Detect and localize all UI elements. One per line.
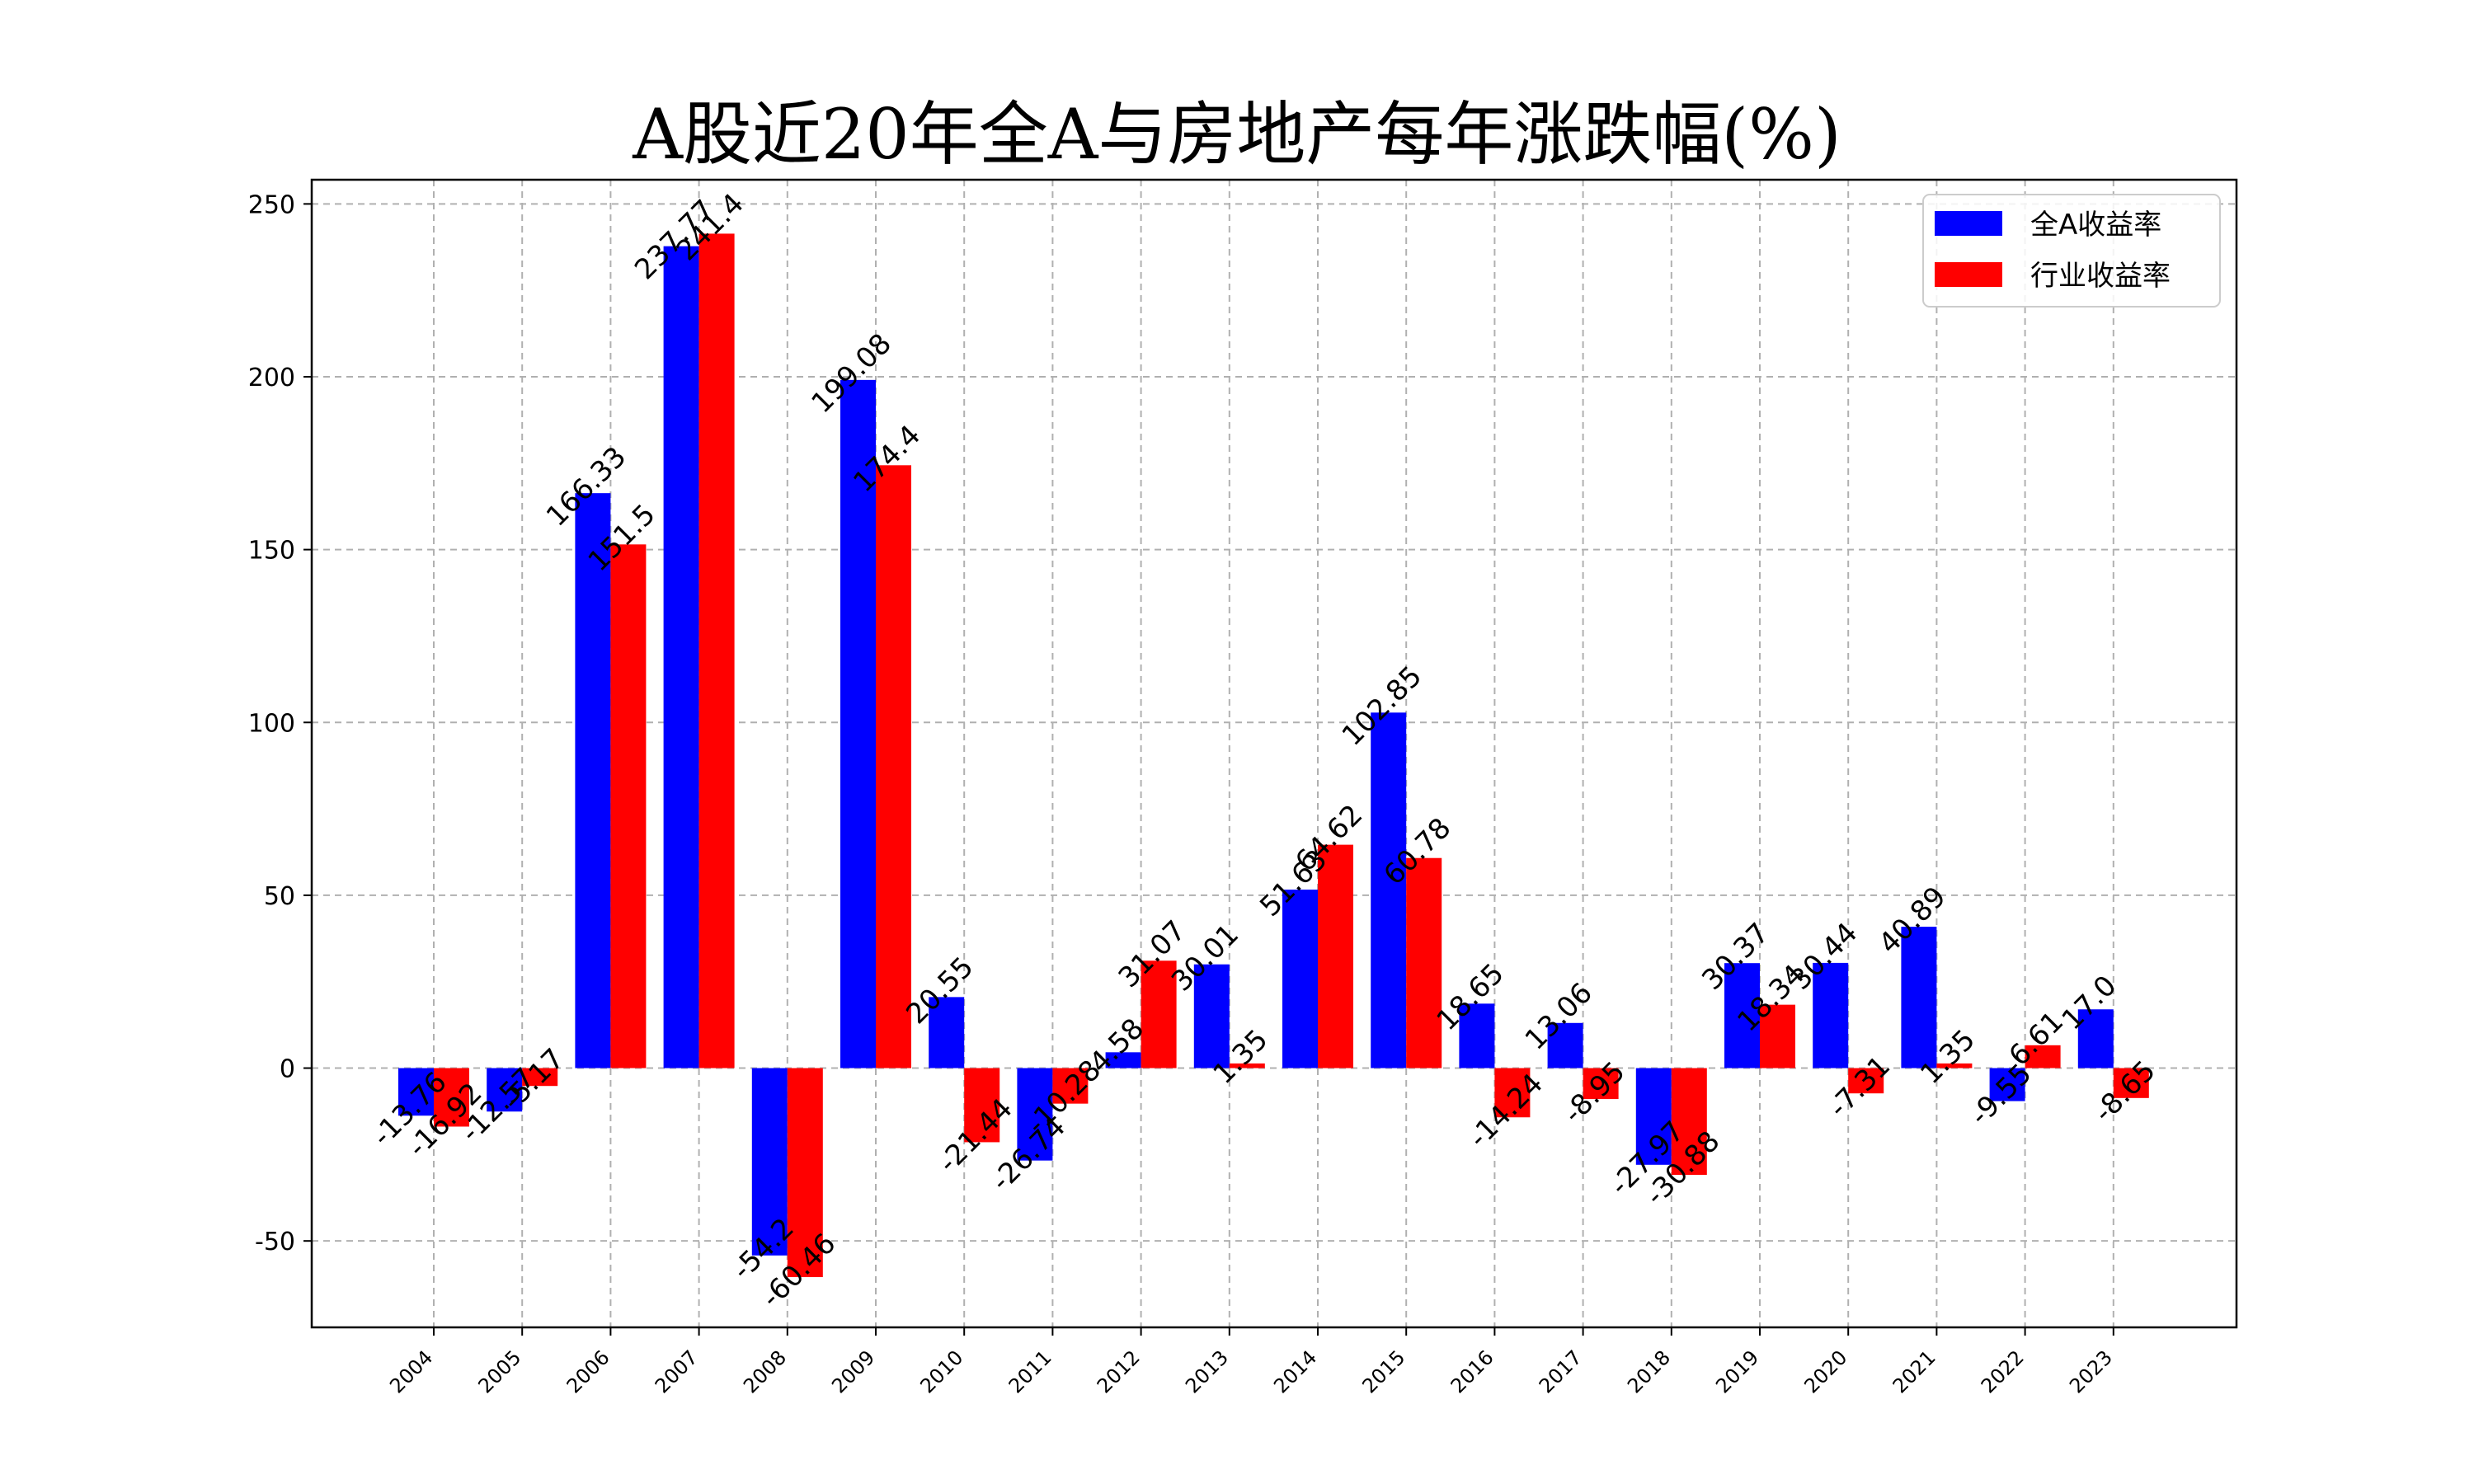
bar-series-1	[1459, 1003, 1495, 1068]
x-tick-label: 2004	[385, 1345, 437, 1397]
x-tick-label: 2010	[915, 1345, 967, 1397]
y-tick-label: 200	[248, 364, 295, 392]
x-tick-label: 2011	[1004, 1345, 1056, 1397]
bar-series-1	[1724, 963, 1760, 1068]
grid	[312, 180, 2236, 1327]
x-tick-label: 2023	[2065, 1345, 2117, 1397]
x-tick-label: 2018	[1623, 1345, 1675, 1397]
x-tick-label: 2006	[562, 1345, 614, 1397]
x-tick-label: 2019	[1711, 1345, 1763, 1397]
bar-series-2	[1760, 1004, 1795, 1068]
legend-swatch-series-1	[1935, 211, 2002, 236]
bar-series-2	[522, 1068, 558, 1087]
x-tick-label: 2014	[1269, 1345, 1321, 1397]
x-tick-label: 2013	[1181, 1345, 1233, 1397]
bar-series-2	[698, 233, 735, 1068]
legend: 全A收益率 行业收益率	[1922, 194, 2221, 308]
bar-series-2	[610, 544, 647, 1068]
bar-series-2	[2113, 1068, 2149, 1098]
bar-series-1	[663, 246, 699, 1068]
bar-series-2	[964, 1068, 1000, 1143]
bar-series-2	[787, 1068, 823, 1278]
bar-series-1	[1105, 1052, 1141, 1068]
x-tick-label: 2007	[651, 1345, 703, 1397]
y-tick-label: 50	[264, 882, 295, 911]
bar-series-2	[1936, 1063, 1973, 1068]
bar-series-1	[929, 997, 965, 1068]
bar-series-1	[1813, 962, 1849, 1068]
x-tick-label: 2017	[1535, 1345, 1587, 1397]
y-tick-label: 0	[280, 1055, 295, 1084]
bar-series-1	[1635, 1068, 1672, 1165]
bar-series-2	[1229, 1063, 1265, 1068]
bar-series-1	[1017, 1068, 1053, 1161]
bar-series-2	[1583, 1068, 1619, 1100]
bar-series-1	[398, 1068, 434, 1116]
legend-label-series-2: 行业收益率	[2030, 260, 2171, 293]
x-tick-label: 2008	[739, 1345, 791, 1397]
legend-label-series-1: 全A收益率	[2030, 209, 2161, 242]
bar-series-2	[1318, 844, 1353, 1068]
x-tick-label: 2005	[473, 1345, 525, 1397]
bar-series-1	[1371, 712, 1407, 1068]
x-tick-label: 2022	[1977, 1345, 2029, 1397]
plot-frame	[310, 178, 2238, 1329]
bar-series-1	[575, 493, 611, 1068]
bar-series-1	[487, 1068, 523, 1112]
x-axis: 2004 2005 2006 2007 2008 2009 2010 2011 2012 2013…	[385, 1327, 2117, 1397]
y-tick-label: 250	[248, 190, 295, 219]
bar-series-1	[1901, 927, 1937, 1068]
y-axis: -50 0 50 100 150 200 250	[248, 190, 312, 1256]
bar-series-1	[1282, 890, 1318, 1068]
bar-series-1	[1547, 1022, 1583, 1068]
bar-series-1	[2077, 1009, 2114, 1068]
y-tick-label: -50	[255, 1228, 295, 1256]
bars	[398, 233, 2149, 1278]
bar-series-1	[840, 379, 876, 1068]
bar-series-1	[1989, 1068, 2025, 1101]
x-tick-label: 2020	[1799, 1345, 1851, 1397]
x-tick-label: 2012	[1093, 1345, 1145, 1397]
bar-series-2	[1848, 1068, 1884, 1094]
y-tick-label: 150	[248, 537, 295, 566]
bar-series-1	[751, 1068, 788, 1256]
bar-series-1	[1193, 964, 1230, 1068]
legend-swatch-series-2	[1935, 262, 2002, 287]
bar-series-2	[1406, 857, 1442, 1068]
x-tick-label: 2016	[1446, 1345, 1498, 1397]
bar-series-2	[876, 465, 911, 1068]
x-tick-label: 2021	[1888, 1345, 1940, 1397]
y-tick-label: 100	[248, 709, 295, 738]
bar-series-2	[434, 1068, 469, 1127]
bar-series-2	[2025, 1045, 2061, 1068]
x-tick-label: 2009	[827, 1345, 879, 1397]
x-tick-label: 2015	[1357, 1345, 1409, 1397]
chart-title: A股近20年全A与房地产每年涨跌幅(%)	[632, 94, 1841, 175]
bar-series-2	[1052, 1068, 1089, 1104]
bar-series-2	[1141, 960, 1177, 1068]
bar-series-2	[1671, 1068, 1707, 1176]
bar-series-2	[1494, 1068, 1531, 1118]
